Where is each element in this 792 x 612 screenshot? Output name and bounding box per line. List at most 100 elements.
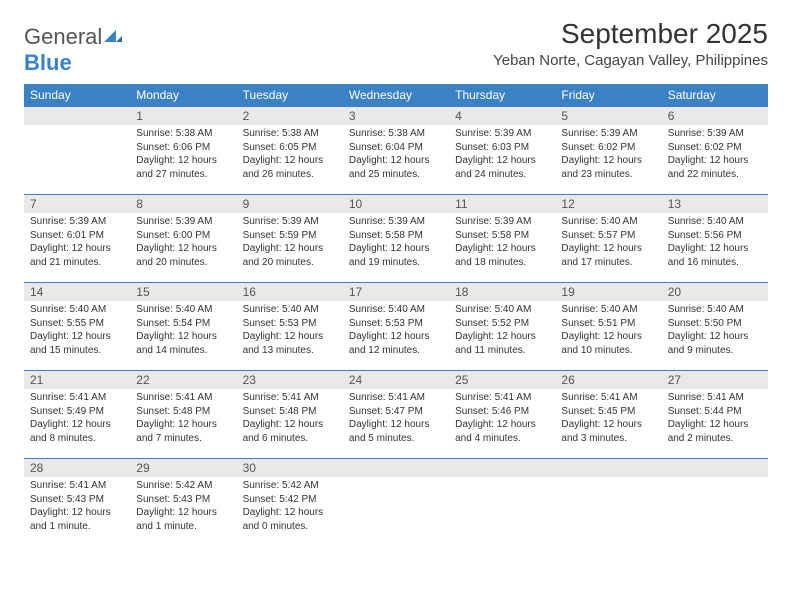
day-number: 23 — [237, 371, 343, 389]
calendar-cell: 17Sunrise: 5:40 AMSunset: 5:53 PMDayligh… — [343, 283, 449, 371]
day-number: 11 — [449, 195, 555, 213]
calendar-cell: 4Sunrise: 5:39 AMSunset: 6:03 PMDaylight… — [449, 107, 555, 195]
day-details: Sunrise: 5:39 AMSunset: 5:58 PMDaylight:… — [449, 213, 555, 273]
day-number: 7 — [24, 195, 130, 213]
calendar-cell: 14Sunrise: 5:40 AMSunset: 5:55 PMDayligh… — [24, 283, 130, 371]
day-number: 12 — [555, 195, 661, 213]
calendar-cell: 2Sunrise: 5:38 AMSunset: 6:05 PMDaylight… — [237, 107, 343, 195]
day-number: 5 — [555, 107, 661, 125]
day-details: Sunrise: 5:41 AMSunset: 5:43 PMDaylight:… — [24, 477, 130, 537]
calendar-cell: 8Sunrise: 5:39 AMSunset: 6:00 PMDaylight… — [130, 195, 236, 283]
day-number — [449, 459, 555, 477]
weekday-header: Wednesday — [343, 84, 449, 107]
day-number: 10 — [343, 195, 449, 213]
day-number: 24 — [343, 371, 449, 389]
day-number: 22 — [130, 371, 236, 389]
day-details: Sunrise: 5:40 AMSunset: 5:54 PMDaylight:… — [130, 301, 236, 361]
day-number: 17 — [343, 283, 449, 301]
day-number: 1 — [130, 107, 236, 125]
day-details: Sunrise: 5:40 AMSunset: 5:53 PMDaylight:… — [237, 301, 343, 361]
day-details: Sunrise: 5:42 AMSunset: 5:43 PMDaylight:… — [130, 477, 236, 537]
day-number: 18 — [449, 283, 555, 301]
day-details: Sunrise: 5:41 AMSunset: 5:48 PMDaylight:… — [237, 389, 343, 449]
day-number: 21 — [24, 371, 130, 389]
day-details: Sunrise: 5:39 AMSunset: 6:01 PMDaylight:… — [24, 213, 130, 273]
day-number: 16 — [237, 283, 343, 301]
weekday-header: Friday — [555, 84, 661, 107]
calendar-cell: 21Sunrise: 5:41 AMSunset: 5:49 PMDayligh… — [24, 371, 130, 459]
calendar-cell: 20Sunrise: 5:40 AMSunset: 5:50 PMDayligh… — [662, 283, 768, 371]
weekday-header: Sunday — [24, 84, 130, 107]
day-details: Sunrise: 5:41 AMSunset: 5:46 PMDaylight:… — [449, 389, 555, 449]
day-number: 29 — [130, 459, 236, 477]
calendar-cell — [662, 459, 768, 547]
day-number: 15 — [130, 283, 236, 301]
day-details: Sunrise: 5:40 AMSunset: 5:53 PMDaylight:… — [343, 301, 449, 361]
day-number — [662, 459, 768, 477]
calendar-cell — [24, 107, 130, 195]
day-details: Sunrise: 5:40 AMSunset: 5:52 PMDaylight:… — [449, 301, 555, 361]
day-details — [555, 477, 661, 483]
calendar-cell: 9Sunrise: 5:39 AMSunset: 5:59 PMDaylight… — [237, 195, 343, 283]
month-title: September 2025 — [493, 18, 768, 50]
day-details: Sunrise: 5:40 AMSunset: 5:56 PMDaylight:… — [662, 213, 768, 273]
day-number: 3 — [343, 107, 449, 125]
calendar-cell: 26Sunrise: 5:41 AMSunset: 5:45 PMDayligh… — [555, 371, 661, 459]
day-number — [343, 459, 449, 477]
calendar-cell: 22Sunrise: 5:41 AMSunset: 5:48 PMDayligh… — [130, 371, 236, 459]
day-details — [24, 125, 130, 131]
calendar-cell — [555, 459, 661, 547]
day-details: Sunrise: 5:38 AMSunset: 6:04 PMDaylight:… — [343, 125, 449, 185]
day-details: Sunrise: 5:39 AMSunset: 6:03 PMDaylight:… — [449, 125, 555, 185]
day-details: Sunrise: 5:41 AMSunset: 5:48 PMDaylight:… — [130, 389, 236, 449]
day-details: Sunrise: 5:40 AMSunset: 5:55 PMDaylight:… — [24, 301, 130, 361]
brand-name: GeneralBlue — [24, 24, 122, 76]
day-details: Sunrise: 5:39 AMSunset: 6:02 PMDaylight:… — [662, 125, 768, 185]
calendar-cell: 1Sunrise: 5:38 AMSunset: 6:06 PMDaylight… — [130, 107, 236, 195]
calendar-cell: 27Sunrise: 5:41 AMSunset: 5:44 PMDayligh… — [662, 371, 768, 459]
calendar-cell: 10Sunrise: 5:39 AMSunset: 5:58 PMDayligh… — [343, 195, 449, 283]
day-number: 30 — [237, 459, 343, 477]
day-number: 6 — [662, 107, 768, 125]
calendar-cell: 28Sunrise: 5:41 AMSunset: 5:43 PMDayligh… — [24, 459, 130, 547]
calendar-cell: 15Sunrise: 5:40 AMSunset: 5:54 PMDayligh… — [130, 283, 236, 371]
day-number: 19 — [555, 283, 661, 301]
day-details: Sunrise: 5:41 AMSunset: 5:49 PMDaylight:… — [24, 389, 130, 449]
day-details: Sunrise: 5:40 AMSunset: 5:50 PMDaylight:… — [662, 301, 768, 361]
calendar-cell: 5Sunrise: 5:39 AMSunset: 6:02 PMDaylight… — [555, 107, 661, 195]
day-number: 4 — [449, 107, 555, 125]
weekday-header: Monday — [130, 84, 236, 107]
location-subtitle: Yeban Norte, Cagayan Valley, Philippines — [493, 52, 768, 69]
calendar-cell: 19Sunrise: 5:40 AMSunset: 5:51 PMDayligh… — [555, 283, 661, 371]
day-number: 27 — [662, 371, 768, 389]
calendar-body: 1Sunrise: 5:38 AMSunset: 6:06 PMDaylight… — [24, 107, 768, 547]
day-number: 26 — [555, 371, 661, 389]
calendar-cell: 29Sunrise: 5:42 AMSunset: 5:43 PMDayligh… — [130, 459, 236, 547]
calendar-cell: 30Sunrise: 5:42 AMSunset: 5:42 PMDayligh… — [237, 459, 343, 547]
day-number — [555, 459, 661, 477]
calendar-cell — [449, 459, 555, 547]
calendar-cell: 6Sunrise: 5:39 AMSunset: 6:02 PMDaylight… — [662, 107, 768, 195]
calendar-table: SundayMondayTuesdayWednesdayThursdayFrid… — [24, 84, 768, 547]
sail-icon — [102, 24, 122, 50]
day-details: Sunrise: 5:39 AMSunset: 6:02 PMDaylight:… — [555, 125, 661, 185]
brand-logo: GeneralBlue — [24, 18, 122, 76]
calendar-cell: 18Sunrise: 5:40 AMSunset: 5:52 PMDayligh… — [449, 283, 555, 371]
day-details: Sunrise: 5:42 AMSunset: 5:42 PMDaylight:… — [237, 477, 343, 537]
day-number: 28 — [24, 459, 130, 477]
day-details: Sunrise: 5:41 AMSunset: 5:47 PMDaylight:… — [343, 389, 449, 449]
day-details: Sunrise: 5:40 AMSunset: 5:51 PMDaylight:… — [555, 301, 661, 361]
day-details — [343, 477, 449, 483]
day-number: 13 — [662, 195, 768, 213]
day-number — [24, 107, 130, 125]
brand-name-b: Blue — [24, 50, 72, 75]
day-number: 9 — [237, 195, 343, 213]
day-details — [449, 477, 555, 483]
day-details — [662, 477, 768, 483]
calendar-cell: 11Sunrise: 5:39 AMSunset: 5:58 PMDayligh… — [449, 195, 555, 283]
weekday-header: Tuesday — [237, 84, 343, 107]
calendar-cell: 13Sunrise: 5:40 AMSunset: 5:56 PMDayligh… — [662, 195, 768, 283]
day-details: Sunrise: 5:38 AMSunset: 6:05 PMDaylight:… — [237, 125, 343, 185]
day-number: 14 — [24, 283, 130, 301]
day-number: 25 — [449, 371, 555, 389]
